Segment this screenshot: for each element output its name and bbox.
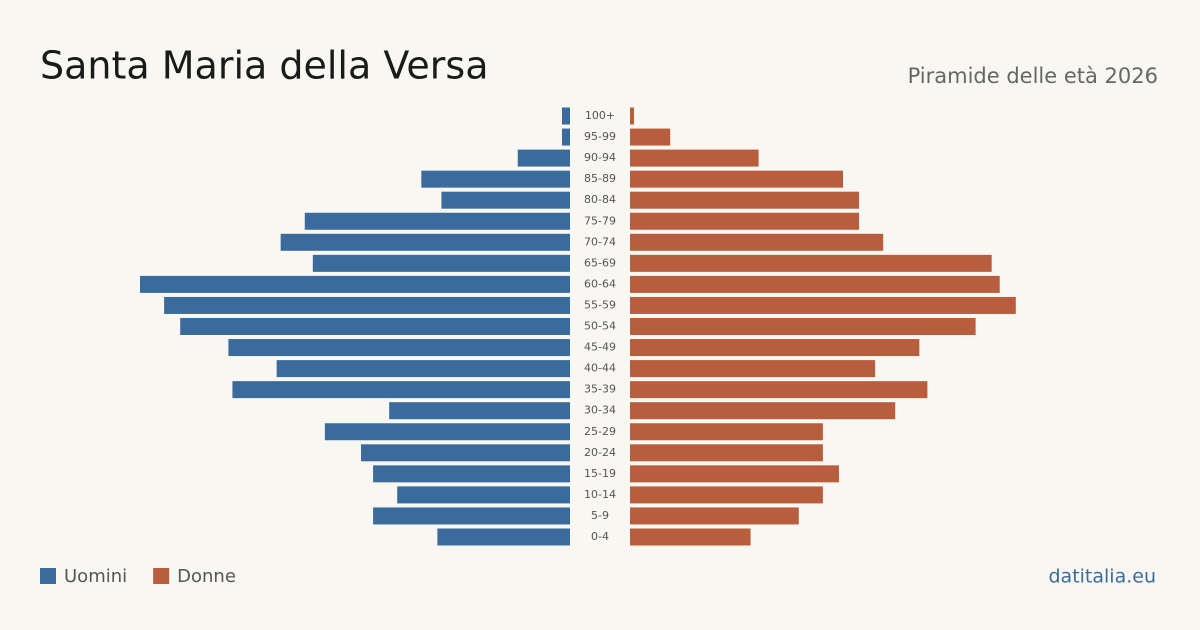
age-label: 95-99 bbox=[584, 130, 616, 143]
bar bbox=[630, 528, 751, 546]
bar bbox=[630, 507, 799, 525]
bar bbox=[324, 423, 570, 441]
age-label: 25-29 bbox=[584, 425, 616, 438]
legend-swatch bbox=[153, 568, 170, 584]
legend-label: Donne bbox=[177, 566, 236, 587]
bar bbox=[304, 212, 570, 230]
bar bbox=[630, 444, 823, 462]
age-label: 55-59 bbox=[584, 298, 616, 311]
age-label: 10-14 bbox=[584, 488, 616, 501]
bar bbox=[140, 275, 570, 293]
source: datitalia.eu bbox=[1049, 566, 1157, 588]
bar bbox=[630, 107, 635, 125]
bar bbox=[561, 128, 570, 146]
legend-swatch bbox=[40, 568, 56, 584]
chart-title: Santa Maria della Versa bbox=[40, 44, 489, 88]
age-label: 80-84 bbox=[584, 193, 616, 206]
bar bbox=[441, 191, 570, 209]
bar bbox=[312, 254, 570, 272]
bar bbox=[280, 233, 570, 251]
age-label: 70-74 bbox=[584, 235, 616, 248]
age-label: 0-4 bbox=[591, 530, 609, 543]
bar bbox=[630, 360, 876, 378]
bar bbox=[630, 423, 823, 441]
age-label: 90-94 bbox=[584, 151, 616, 164]
age-label: 65-69 bbox=[584, 256, 616, 269]
bar bbox=[630, 486, 823, 504]
bar bbox=[630, 233, 884, 251]
bar bbox=[373, 465, 570, 483]
bar bbox=[561, 107, 570, 125]
bar bbox=[630, 275, 1000, 293]
chart-subtitle: Piramide delle età 2026 bbox=[908, 64, 1158, 88]
age-label: 100+ bbox=[585, 109, 615, 122]
bar bbox=[630, 254, 992, 272]
bar bbox=[630, 149, 759, 167]
bar bbox=[517, 149, 570, 167]
bar bbox=[630, 402, 896, 420]
age-label: 20-24 bbox=[584, 446, 616, 459]
age-label: 30-34 bbox=[584, 404, 616, 417]
bar bbox=[361, 444, 570, 462]
bar bbox=[389, 402, 570, 420]
age-label: 45-49 bbox=[584, 341, 616, 354]
bar bbox=[373, 507, 570, 525]
bar bbox=[397, 486, 570, 504]
age-label: 75-79 bbox=[584, 214, 616, 227]
bar bbox=[228, 339, 571, 357]
age-label: 60-64 bbox=[584, 277, 616, 290]
bar bbox=[164, 296, 570, 314]
bar bbox=[630, 128, 671, 146]
bar bbox=[630, 339, 920, 357]
age-label: 40-44 bbox=[584, 362, 616, 375]
age-label: 85-89 bbox=[584, 172, 616, 185]
bar bbox=[630, 191, 860, 209]
bar bbox=[232, 381, 570, 399]
age-label: 5-9 bbox=[591, 509, 609, 522]
age-label: 50-54 bbox=[584, 320, 616, 333]
bar bbox=[437, 528, 570, 546]
bar bbox=[180, 318, 570, 335]
bar bbox=[630, 465, 839, 483]
bar bbox=[630, 212, 860, 230]
bar bbox=[276, 360, 570, 378]
age-label: 15-19 bbox=[584, 467, 616, 480]
legend-label: Uomini bbox=[64, 566, 127, 587]
bar bbox=[630, 296, 1016, 314]
bar bbox=[630, 318, 976, 335]
age-label: 35-39 bbox=[584, 383, 616, 396]
bar bbox=[421, 170, 570, 188]
bar bbox=[630, 381, 928, 399]
bar bbox=[630, 170, 843, 188]
